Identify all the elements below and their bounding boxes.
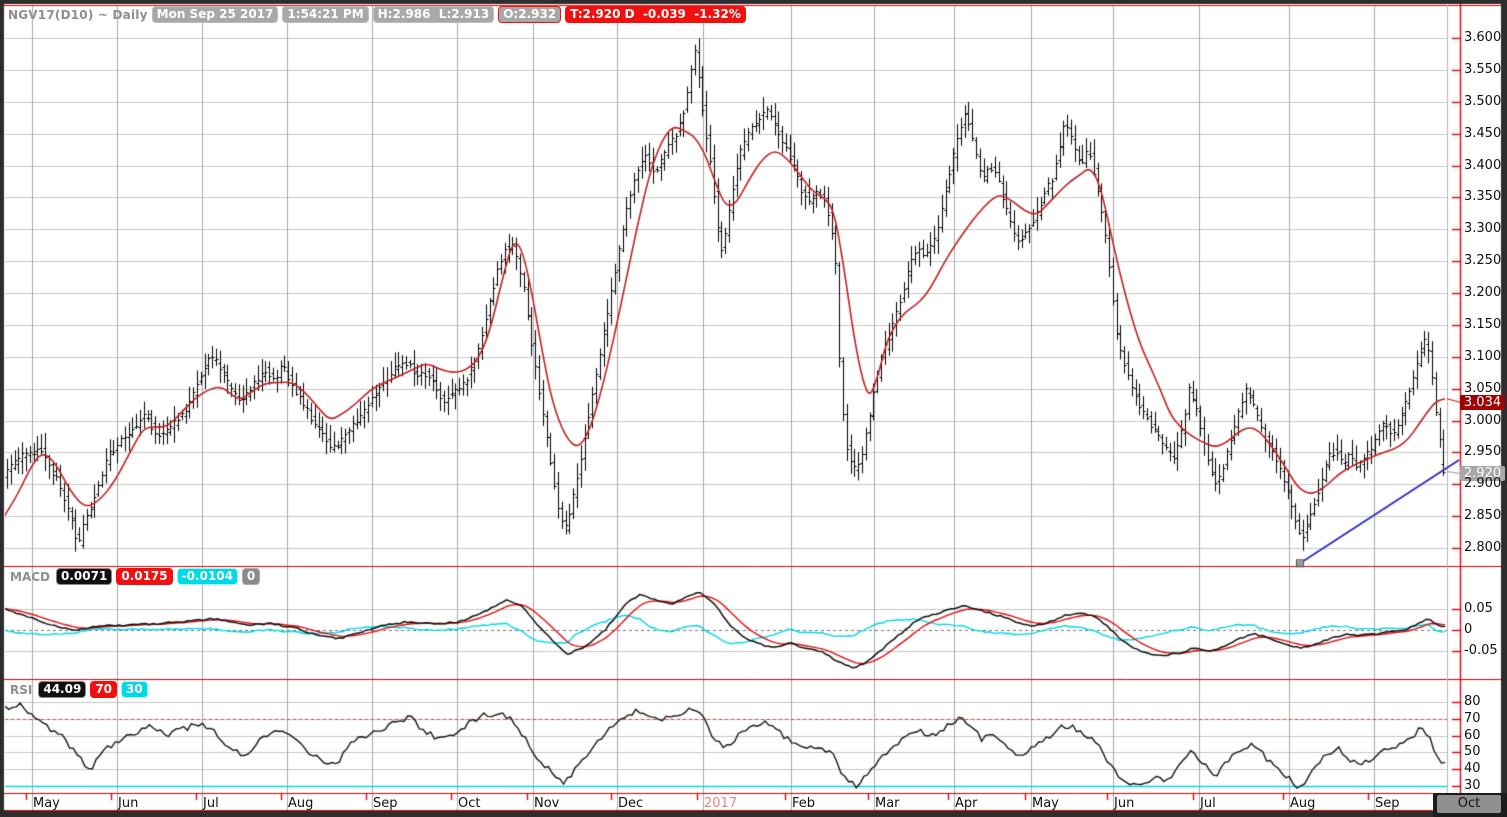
current-period-block: Oct <box>1433 793 1507 817</box>
month-axis-label: Mar <box>875 796 900 811</box>
current-period-label[interactable]: Oct <box>1437 795 1501 813</box>
price-axis-label: 2.950 <box>1464 444 1502 460</box>
price-axis-label: 3.550 <box>1464 61 1502 77</box>
macd-value-badge: 0.0071 <box>56 568 113 585</box>
month-axis-label: Jun <box>1114 796 1135 811</box>
month-axis-label: Sep <box>1375 796 1400 811</box>
month-axis-label: Aug <box>288 796 314 811</box>
rsi-axis-label: 30 <box>1464 778 1481 793</box>
month-axis-label: May <box>1032 796 1059 811</box>
price-axis-label: 3.600 <box>1464 30 1502 45</box>
price-axis-label: 3.300 <box>1464 221 1502 237</box>
price-axis-label: 3.450 <box>1464 125 1502 141</box>
rsi-overbought-badge: 70 <box>90 681 118 698</box>
price-axis-label: 3.150 <box>1464 316 1502 332</box>
symbol-title: NGV17(D10) ~ Daily <box>8 7 148 22</box>
rsi-axis-label: 80 <box>1464 694 1481 709</box>
month-axis-label: Jun <box>118 796 139 811</box>
price-axis-label: 2.900 <box>1464 476 1502 492</box>
month-axis-label: Nov <box>534 796 560 811</box>
rsi-axis-label: 50 <box>1464 744 1481 760</box>
ma-value-axis-badge: 3.034 <box>1460 395 1505 410</box>
time-badge: 1:54:21 PM <box>282 6 369 23</box>
month-axis-label: May <box>33 796 60 811</box>
rsi-title: RSI <box>10 682 33 697</box>
month-axis-label: Jul <box>1200 796 1216 811</box>
price-axis-label: 3.200 <box>1464 285 1502 300</box>
rsi-oversold-badge: 30 <box>121 681 148 698</box>
price-axis-label: 2.800 <box>1464 540 1502 555</box>
price-axis-label: 3.400 <box>1464 157 1502 173</box>
rsi-axis-label: 40 <box>1464 761 1481 777</box>
macd-zero-badge: 0 <box>241 568 261 585</box>
month-axis-label: Oct <box>458 796 481 811</box>
price-axis-label: 3.050 <box>1464 380 1502 396</box>
macd-header: MACD 0.0071 0.0175 -0.0104 0 <box>10 568 261 585</box>
macd-axis-label: -0.05 <box>1464 643 1498 658</box>
high-low-badge: H:2.986 L:2.913 <box>372 6 495 23</box>
open-badge: O:2.932 <box>498 6 562 23</box>
price-axis-label: 2.850 <box>1464 508 1502 524</box>
month-axis-label: Jul <box>203 796 219 811</box>
last-change-badge: T:2.920 D -0.039 -1.32% <box>565 6 746 23</box>
macd-signal-badge: 0.0175 <box>116 568 173 585</box>
rsi-axis-label: 60 <box>1464 727 1481 743</box>
year-axis-label: 2017 <box>704 796 738 811</box>
last-price-axis-badge: 2.920 <box>1460 466 1505 481</box>
macd-axis-label: 0 <box>1464 622 1473 637</box>
rsi-value-badge: 44.09 <box>38 681 87 698</box>
date-badge: Mon Sep 25 2017 <box>151 6 279 23</box>
macd-title: MACD <box>10 569 50 584</box>
macd-axis-label: 0.05 <box>1464 601 1493 616</box>
price-axis-label: 3.350 <box>1464 189 1502 205</box>
quote-header: NGV17(D10) ~ Daily Mon Sep 25 2017 1:54:… <box>8 6 746 23</box>
price-axis-label: 3.250 <box>1464 253 1502 269</box>
month-axis-label: Feb <box>792 796 816 811</box>
price-axis-label: 3.000 <box>1464 412 1502 428</box>
month-axis-label: Aug <box>1290 796 1316 811</box>
price-axis-label: 3.100 <box>1464 348 1502 364</box>
month-axis-label: Sep <box>373 796 398 811</box>
month-axis-label: Dec <box>618 796 644 811</box>
macd-hist-badge: -0.0104 <box>176 568 238 585</box>
rsi-axis-label: 70 <box>1464 710 1481 726</box>
month-axis-label: Apr <box>955 796 978 811</box>
price-axis-label: 3.500 <box>1464 93 1502 109</box>
rsi-header: RSI 44.09 70 30 <box>10 681 148 698</box>
